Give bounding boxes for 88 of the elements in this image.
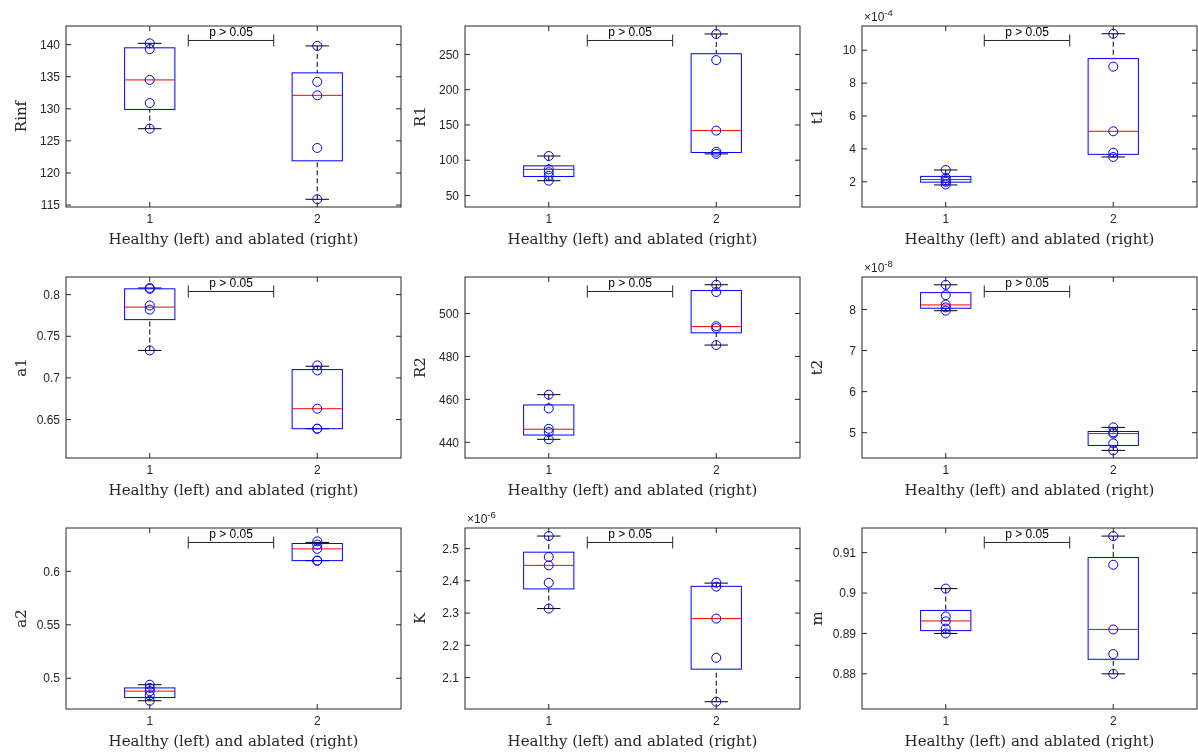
- y-tick-label: 0.55: [36, 618, 61, 633]
- y-tick-label: 2.4: [442, 574, 460, 589]
- x-tick-label: 2: [313, 212, 321, 226]
- x-tick-label: 1: [146, 714, 154, 728]
- y-tick-label: 115: [40, 198, 61, 213]
- x-tick-label: 2: [313, 714, 321, 728]
- x-tick-label: 1: [942, 463, 950, 477]
- text: ×10$^{-6}$: [467, 508, 496, 526]
- y-tick-label: 0.75: [36, 329, 61, 344]
- y-tick-label: 250: [438, 47, 460, 62]
- y-tick-label: 500: [438, 306, 460, 321]
- x-tick-label: 2: [1109, 212, 1117, 226]
- y-axis-title: a1: [12, 358, 30, 377]
- x-tick-label: 2: [1109, 463, 1117, 477]
- x-axis-title: Healthy (left) and ablated (right): [507, 732, 758, 750]
- y-tick-label: 0.65: [36, 412, 61, 427]
- y-tick-label: 200: [438, 82, 460, 97]
- y-tick-label: 2: [849, 175, 857, 190]
- annotation: p > 0.05: [608, 276, 653, 291]
- x-tick-label: 1: [545, 212, 553, 226]
- y-tick-label: 5: [849, 425, 857, 440]
- y-tick-label: 440: [438, 435, 460, 450]
- y-tick-label: 130: [39, 102, 61, 116]
- x-tick-label: 1: [146, 463, 154, 477]
- x-axis-title: Healthy (left) and ablated (right): [507, 481, 758, 499]
- y-tick-label: 2.5: [442, 541, 460, 556]
- x-tick-label: 1: [146, 212, 154, 226]
- y-tick-label: 0.7: [43, 371, 61, 386]
- y-tick-label: 2.2: [442, 638, 460, 653]
- x-axis-title: Healthy (left) and ablated (right): [108, 230, 359, 248]
- y-tick-label: 0.88: [832, 667, 857, 682]
- x-axis-title: Healthy (left) and ablated (right): [108, 481, 359, 499]
- y-axis-title: a2: [12, 609, 30, 628]
- x-tick-label: 1: [942, 714, 950, 728]
- y-tick-label: 50: [445, 188, 460, 203]
- y-tick-label: 6: [849, 384, 857, 399]
- x-tick-label: 2: [712, 463, 720, 477]
- annotation: p > 0.05: [608, 25, 653, 40]
- x-axis-title: Healthy (left) and ablated (right): [108, 732, 359, 750]
- x-tick-label: 2: [1109, 714, 1117, 728]
- y-tick-label: 100: [438, 153, 460, 168]
- annotation: p > 0.05: [1005, 25, 1050, 40]
- y-tick-label: 2.3: [442, 606, 460, 621]
- y-axis-title: t2: [808, 359, 826, 376]
- x-tick-label: 1: [942, 212, 950, 226]
- y-tick-label: 0.91: [832, 545, 857, 560]
- text: ×10$^{-8}$: [864, 257, 893, 275]
- x-axis-title: Healthy (left) and ablated (right): [904, 732, 1155, 750]
- y-axis-title: t1: [808, 108, 826, 125]
- y-tick-label: 0.89: [832, 626, 857, 641]
- annotation: p > 0.05: [1005, 527, 1050, 542]
- x-axis-title: Healthy (left) and ablated (right): [904, 230, 1155, 248]
- y-tick-label: 0.9: [839, 586, 857, 601]
- y-axis-title: Rinf: [12, 99, 30, 133]
- y-tick-label: 150: [438, 118, 460, 133]
- x-tick-label: 2: [313, 463, 321, 477]
- y-tick-label: 0.6: [43, 564, 61, 579]
- y-tick-label: 8: [849, 302, 857, 317]
- x-tick-label: 1: [545, 463, 553, 477]
- x-axis-title: Healthy (left) and ablated (right): [904, 481, 1155, 499]
- y-tick-label: 460: [438, 392, 460, 407]
- y-tick-label: 0.8: [43, 287, 61, 302]
- y-tick-label: 7: [849, 343, 857, 358]
- y-tick-label: 0.5: [43, 671, 61, 686]
- x-tick-label: 2: [712, 714, 720, 728]
- y-tick-label: 480: [438, 349, 460, 364]
- y-tick-label: 4: [849, 142, 857, 157]
- y-tick-label: 125: [39, 134, 61, 149]
- x-tick-label: 1: [545, 714, 553, 728]
- x-tick-label: 2: [712, 212, 720, 226]
- y-axis-title: m: [808, 611, 826, 626]
- text: ×10$^{-4}$: [864, 6, 894, 24]
- y-tick-label: 140: [39, 37, 61, 52]
- y-tick-label: 6: [849, 109, 857, 124]
- y-tick-label: 135: [39, 69, 61, 84]
- annotation: p > 0.05: [209, 276, 254, 291]
- annotation: p > 0.05: [608, 527, 653, 542]
- y-axis-title: R2: [411, 357, 429, 378]
- y-tick-label: 10: [842, 43, 857, 58]
- y-tick-label: 120: [39, 166, 61, 181]
- annotation: p > 0.05: [1005, 276, 1050, 291]
- y-axis-title: K: [411, 612, 429, 625]
- y-tick-label: 2.1: [442, 670, 460, 685]
- y-tick-label: 8: [849, 76, 857, 91]
- annotation: p > 0.05: [209, 527, 254, 542]
- annotation: p > 0.05: [209, 25, 254, 40]
- y-axis-title: R1: [411, 106, 429, 127]
- x-axis-title: Healthy (left) and ablated (right): [507, 230, 758, 248]
